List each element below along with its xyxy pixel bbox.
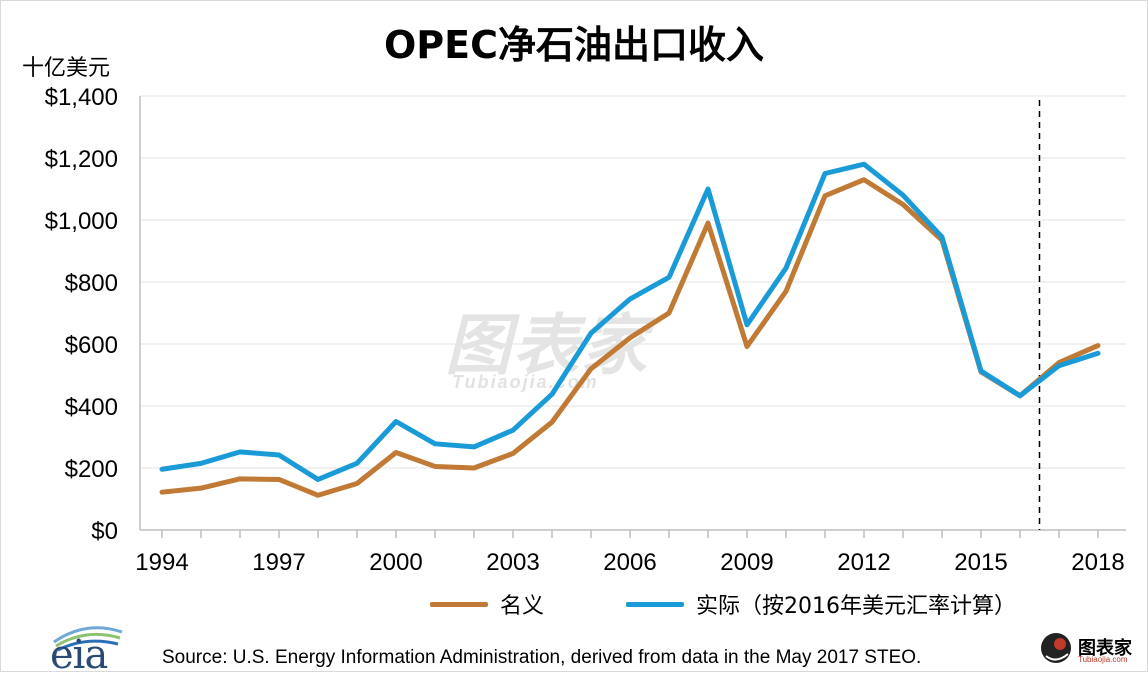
y-tick-label: $1,000: [45, 208, 118, 235]
y-tick-label: $800: [65, 270, 118, 297]
legend-label-nominal: 名义: [500, 594, 545, 619]
y-tick-label: $600: [65, 332, 118, 359]
x-tick-label: 2015: [954, 549, 1007, 576]
data-point: [355, 461, 359, 465]
data-point: [667, 275, 671, 279]
data-point: [550, 392, 554, 396]
data-point: [394, 420, 398, 423]
data-point: [823, 172, 827, 175]
source-note: Source: U.S. Energy Information Administ…: [162, 647, 922, 668]
legend-label-real: 实际（按2016年美元汇率计算）: [696, 594, 1017, 619]
series-lines: [159, 161, 1101, 498]
data-point: [199, 461, 203, 465]
data-point: [472, 466, 476, 470]
data-point: [940, 235, 944, 239]
chart-title: OPEC净石油出口收入: [383, 23, 764, 67]
data-point: [433, 464, 437, 468]
data-point: [589, 367, 593, 371]
data-point: [511, 428, 515, 432]
corner-logo-url: Tubiaojia.com: [1078, 655, 1128, 664]
data-point: [160, 467, 164, 471]
data-point: [784, 266, 788, 270]
x-tick-label: 2006: [603, 549, 656, 576]
data-point: [1018, 394, 1022, 398]
axes: [139, 96, 1126, 531]
data-point: [238, 477, 242, 481]
data-point: [823, 194, 827, 198]
corner-logo-text: 图表家: [1078, 638, 1132, 659]
legend-swatch-nominal: [430, 601, 488, 607]
watermark-logo: 图表家: [445, 307, 649, 384]
data-point: [277, 453, 281, 457]
data-point: [628, 336, 632, 340]
y-tick-label: $0: [91, 518, 118, 545]
legend: 名义 实际（按2016年美元汇率计算）: [430, 588, 1098, 620]
y-tick-label: $200: [65, 456, 118, 483]
eia-logo-icon: [53, 626, 123, 652]
data-point: [589, 331, 593, 335]
data-point: [1057, 364, 1061, 368]
x-tick-label: 2003: [486, 549, 539, 576]
legend-item-nominal: 名义: [430, 588, 544, 620]
x-tick-label: 1997: [252, 549, 305, 576]
data-point: [784, 289, 788, 293]
legend-item-real: 实际（按2016年美元汇率计算）: [626, 588, 1016, 620]
data-point: [901, 203, 905, 206]
eia-logo-text: eia: [50, 632, 108, 678]
x-tick-label: 2000: [369, 549, 422, 576]
data-point: [1096, 351, 1100, 355]
x-tick-label: 2009: [720, 549, 773, 576]
legend-swatch-real: [626, 601, 685, 607]
data-point: [745, 323, 749, 327]
data-point: [706, 221, 710, 225]
data-point: [550, 420, 554, 424]
x-tick-label: 2018: [1071, 549, 1124, 576]
data-point: [316, 493, 320, 497]
y-tick-label: $400: [65, 394, 118, 421]
data-point: [316, 477, 320, 481]
x-tick-label: 2012: [837, 549, 890, 576]
data-point: [238, 450, 242, 454]
y-axis-unit-label: 十亿美元: [22, 56, 111, 81]
x-tick-label: 1994: [135, 549, 188, 576]
data-point: [355, 482, 359, 485]
corner-logo-icon: [1041, 633, 1071, 663]
x-tick-labels: 1994 1997 2000 2003 2006 2009 2012 2015 2018: [135, 530, 1125, 576]
data-point: [862, 178, 866, 182]
y-tick-label: $1,400: [45, 84, 118, 111]
data-point: [706, 187, 710, 191]
data-point: [667, 311, 671, 315]
y-tick-label: $1,200: [45, 146, 118, 173]
data-point: [472, 445, 476, 449]
data-point: [979, 369, 983, 373]
data-point: [511, 451, 515, 455]
data-point: [1096, 344, 1100, 348]
data-point: [277, 477, 281, 481]
data-point: [628, 297, 632, 301]
data-point: [862, 162, 866, 166]
data-point: [433, 442, 437, 446]
series-line-real: [159, 161, 1101, 482]
y-tick-labels: $0 $200 $400 $600 $800 $1,000 $1,200 $1,400: [45, 84, 118, 545]
data-point: [199, 486, 203, 490]
data-point: [160, 490, 164, 494]
data-point: [901, 193, 905, 197]
data-point: [745, 344, 749, 348]
gridlines: [140, 95, 1126, 469]
data-point: [394, 451, 398, 454]
